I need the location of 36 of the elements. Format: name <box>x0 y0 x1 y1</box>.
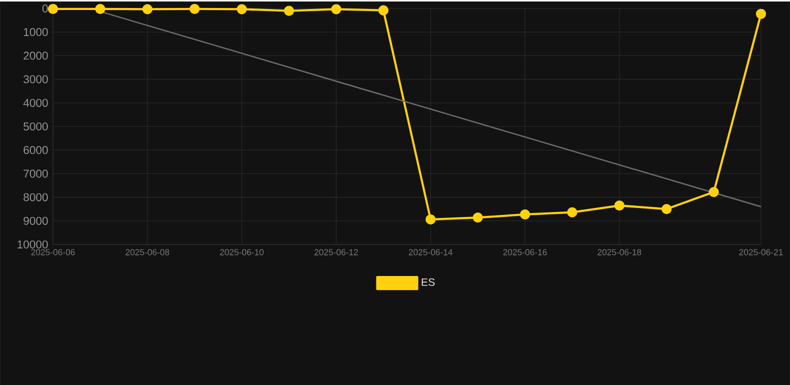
point <box>142 4 152 14</box>
point <box>472 212 483 222</box>
x-tick-label: 2025-06-21 <box>739 248 783 256</box>
point <box>48 4 58 14</box>
y-tick-label: 9000 <box>24 216 48 225</box>
point <box>236 4 247 14</box>
y-tick-label: 3000 <box>24 75 48 84</box>
point <box>708 186 719 197</box>
point <box>190 4 200 14</box>
y-tick-label: 2000 <box>24 51 48 60</box>
y-tick-label: 0 <box>42 4 48 12</box>
y-tick-label: 1000 <box>24 28 48 36</box>
point <box>567 207 578 218</box>
x-tick-label: 2025-06-16 <box>503 248 547 256</box>
legend-label: ES <box>422 278 435 286</box>
y-tick-label: 10000 <box>18 240 48 248</box>
point <box>614 200 624 210</box>
x-tick-label: 2025-06-12 <box>314 248 358 256</box>
y-tick-label: 5000 <box>24 122 48 130</box>
x-tick-label: 2025-06-18 <box>598 248 642 256</box>
y-tick-label: 6000 <box>24 146 48 154</box>
point <box>378 5 388 16</box>
y-tick-label: 7000 <box>24 169 48 178</box>
y-tick-label: 8000 <box>24 193 48 202</box>
x-tick-label: 2025-06-14 <box>408 248 452 256</box>
point <box>331 4 342 14</box>
x-tick-label: 2025-06-06 <box>31 248 75 256</box>
point <box>95 4 106 14</box>
point <box>284 6 294 16</box>
x-tick-label: 2025-06-08 <box>126 248 170 256</box>
point <box>662 204 672 214</box>
point <box>520 209 530 220</box>
y-tick-label: 4000 <box>23 98 48 107</box>
x-tick-label: 2025-06-10 <box>220 248 264 256</box>
point <box>756 8 766 19</box>
point <box>426 214 436 224</box>
